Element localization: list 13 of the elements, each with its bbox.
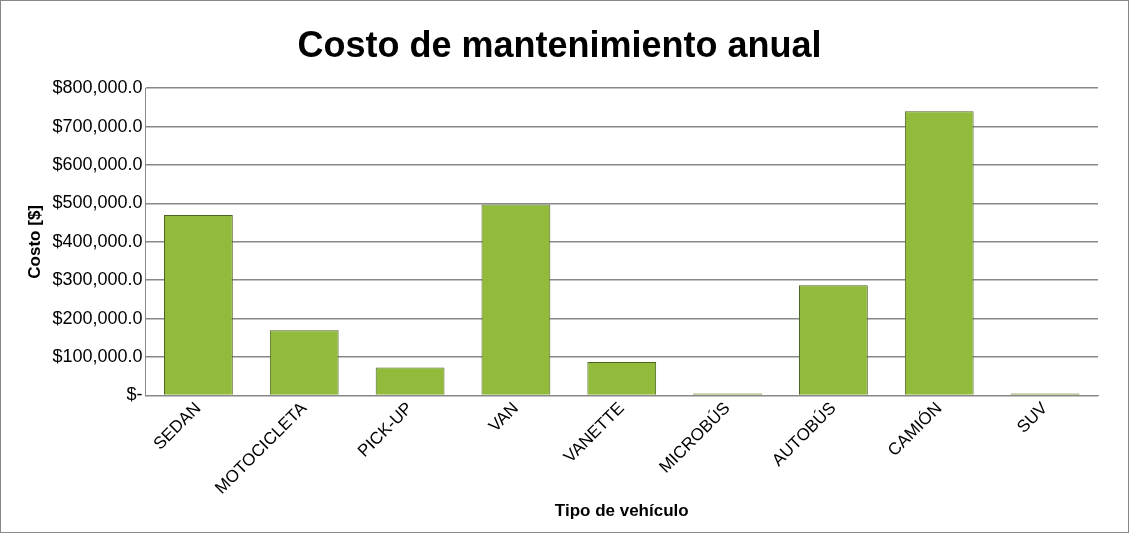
x-tick-label: VAN (484, 398, 523, 436)
y-tick-label: $- (126, 384, 143, 405)
y-axis-title: Costo [$] (24, 205, 44, 279)
y-tick-label: $800,000.0 (52, 77, 143, 98)
chart-title: Costo de mantenimiento anual (297, 23, 822, 65)
y-tick-label: $700,000.0 (52, 115, 143, 136)
y-tick-label: $400,000.0 (52, 230, 143, 251)
y-tick-label: $600,000.0 (52, 153, 143, 174)
y-tick-label: $200,000.0 (52, 307, 143, 328)
y-tick-label: $100,000.0 (52, 346, 143, 367)
y-tick-label: $500,000.0 (52, 192, 143, 213)
x-axis-title: Tipo de vehículo (554, 501, 689, 521)
y-tick-label: $300,000.0 (52, 269, 143, 290)
